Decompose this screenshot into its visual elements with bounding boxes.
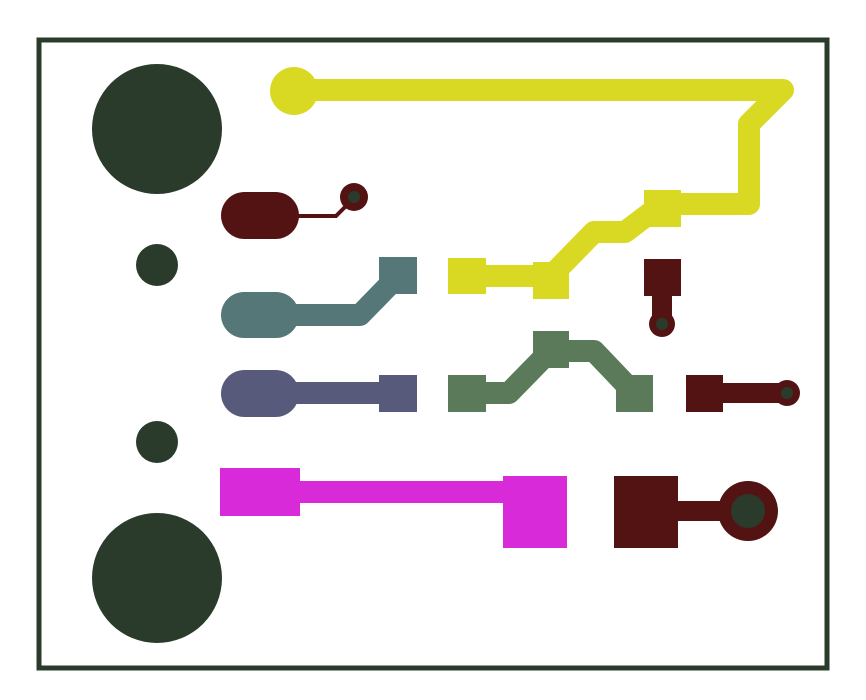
net-dark-red-vertical: [644, 259, 681, 337]
pad-green-2: [533, 331, 569, 368]
pad-dark-red-oblong: [221, 192, 299, 239]
net-dark-red-large: [614, 476, 778, 548]
mounting-hole-bottom-left: [92, 513, 222, 643]
drill-dark-red-large: [731, 494, 765, 528]
net-teal: [221, 257, 417, 338]
net-dark-red-top: [221, 183, 368, 239]
net-magenta: [220, 468, 567, 548]
drill-dark-red-top: [348, 191, 360, 203]
pad-green-1: [448, 375, 486, 412]
pad-green-3: [616, 375, 653, 412]
board-outline: [36, 37, 830, 671]
pad-magenta-left: [220, 468, 300, 516]
via-hole-lower: [136, 421, 178, 463]
via-hole-upper: [136, 244, 178, 286]
net-yellow: [270, 67, 794, 299]
pad-yellow-2: [533, 262, 569, 299]
mounting-hole-top-left: [92, 64, 222, 194]
net-slate: [221, 370, 417, 417]
net-green: [448, 331, 653, 412]
drill-dark-red-vertical: [656, 318, 668, 330]
drill-dark-red-horizontal: [781, 387, 793, 399]
net-dark-red-horizontal: [686, 375, 800, 412]
pad-yellow-3: [644, 190, 681, 227]
trace-yellow-top: [283, 79, 794, 287]
pad-slate-oblong: [221, 370, 299, 417]
pad-teal-oblong: [221, 292, 299, 338]
pad-yellow-round: [270, 67, 318, 115]
pad-slate-square: [379, 375, 417, 412]
pad-dark-red-large: [614, 476, 678, 548]
pad-yellow-1: [448, 258, 486, 294]
pad-magenta-right: [503, 476, 567, 548]
pad-teal-square: [379, 257, 417, 294]
pad-dark-red-vertical: [644, 259, 681, 296]
